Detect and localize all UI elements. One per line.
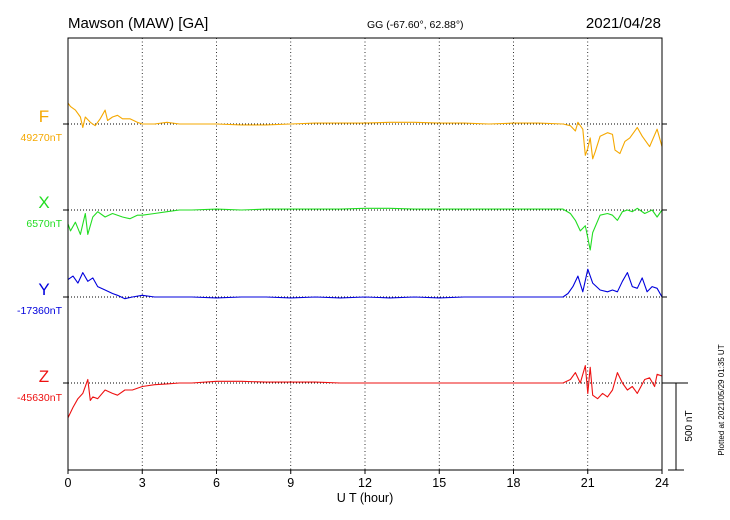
trace-f [67, 102, 663, 160]
chart-date: 2021/04/28 [586, 15, 661, 32]
scale-bar-label: 500 nT [684, 410, 695, 441]
x-tick-label: 15 [432, 476, 446, 490]
x-tick-label: 6 [213, 476, 220, 490]
series-name-f: F [39, 107, 49, 126]
series-labels: F 49270nT X 6570nT Y -17360nT Z -45630nT [17, 107, 63, 404]
series-name-z: Z [39, 367, 49, 386]
series-baseline-value-z: -45630nT [17, 392, 63, 404]
series-baseline-value-f: 49270nT [21, 132, 63, 144]
x-tick-label: 21 [581, 476, 595, 490]
x-tick-label: 3 [139, 476, 146, 490]
grid-lines [141, 38, 589, 470]
trace-y [67, 268, 663, 300]
x-axis-label: U T (hour) [337, 491, 394, 505]
series-baseline-value-y: -17360nT [17, 305, 63, 317]
x-tick-label: 0 [65, 476, 72, 490]
trace-layer [67, 102, 663, 419]
x-tick-label: 18 [507, 476, 521, 490]
x-tick-label: 24 [655, 476, 669, 490]
plot-frame [67, 37, 663, 471]
station-coordinates: GG (-67.60°, 62.88°) [367, 19, 464, 31]
x-tick-label: 12 [358, 476, 372, 490]
scale-bar: 500 nT [662, 382, 695, 471]
plotted-timestamp: Plotted at 2021/05/29 01:35 UT [717, 344, 726, 455]
series-name-y: Y [38, 280, 49, 299]
series-name-x: X [38, 193, 49, 212]
series-baseline-value-x: 6570nT [26, 218, 62, 230]
station-title: Mawson (MAW) [GA] [68, 15, 208, 32]
baseline-lines [63, 123, 667, 384]
trace-z [67, 365, 663, 419]
trace-x [67, 207, 663, 251]
x-tick-label: 9 [287, 476, 294, 490]
x-axis-ticks: 0 3 6 9 12 15 18 21 24 [65, 470, 669, 490]
